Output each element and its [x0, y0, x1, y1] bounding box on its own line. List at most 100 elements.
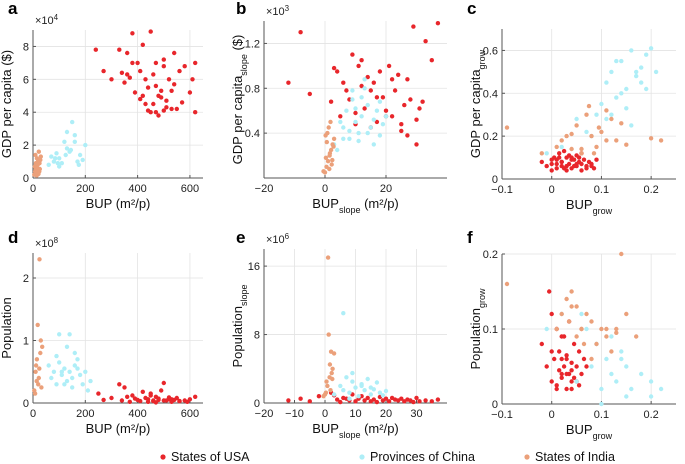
data-point-china	[634, 73, 639, 79]
data-point-usa	[396, 72, 401, 78]
data-point-usa	[307, 91, 312, 97]
data-point-usa	[584, 364, 589, 369]
data-point-usa	[151, 398, 156, 404]
data-point-usa	[161, 380, 166, 386]
data-point-india	[624, 142, 629, 147]
x-tick-label: 200	[76, 408, 94, 420]
data-point-usa	[576, 349, 582, 354]
data-point-china	[614, 95, 619, 100]
data-point-china	[574, 379, 579, 384]
data-point-china	[574, 116, 579, 122]
data-point-usa	[335, 69, 340, 74]
data-point-india	[604, 108, 609, 113]
data-point-china	[579, 311, 584, 317]
data-point-china	[614, 379, 619, 384]
y-tick-label: 0.2	[483, 249, 498, 261]
data-point-india	[329, 370, 334, 376]
data-point-india	[324, 139, 329, 145]
data-point-usa	[182, 63, 187, 69]
data-point-usa	[362, 398, 367, 403]
data-point-china	[362, 388, 367, 393]
data-point-india	[614, 326, 619, 332]
data-point-usa	[151, 101, 156, 107]
data-point-china	[64, 129, 70, 135]
y-axis-label: GDP per capitaslope ($)	[230, 35, 249, 165]
y-axis-label: GDP per capita ($)	[0, 50, 14, 158]
data-point-india	[325, 383, 330, 389]
data-point-india	[323, 155, 329, 160]
data-point-china	[75, 366, 80, 371]
x-tick-label: 0.1	[594, 409, 609, 421]
data-point-usa	[399, 128, 404, 134]
data-point-usa	[161, 63, 166, 69]
data-point-usa	[435, 21, 441, 26]
data-point-usa	[559, 159, 564, 165]
data-point-india	[648, 136, 654, 141]
data-point-usa	[389, 114, 395, 119]
data-point-india	[36, 171, 41, 177]
data-point-usa	[145, 399, 151, 404]
data-point-india	[328, 388, 333, 393]
data-point-usa	[386, 399, 392, 404]
data-point-china	[648, 379, 654, 384]
y-tick-label: 0.4	[245, 128, 260, 140]
data-point-usa	[148, 391, 153, 396]
data-point-china	[359, 114, 364, 119]
data-point-usa	[138, 68, 143, 74]
data-point-china	[341, 388, 346, 393]
data-point-china	[70, 385, 75, 390]
data-point-usa	[414, 142, 419, 147]
data-point-usa	[145, 85, 151, 90]
data-point-india	[619, 121, 624, 126]
data-point-india	[329, 162, 334, 167]
data-point-usa	[109, 77, 114, 82]
data-point-india	[35, 322, 40, 328]
y-tick-label: 0.6	[483, 45, 498, 57]
data-point-china	[347, 136, 352, 141]
data-point-china	[59, 372, 64, 378]
data-point-usa	[569, 368, 574, 373]
data-point-usa	[408, 97, 413, 102]
y-tick-label: 4	[23, 107, 29, 119]
data-point-usa	[581, 356, 587, 362]
data-point-china	[380, 122, 386, 127]
data-point-usa	[374, 95, 380, 100]
data-point-usa	[119, 398, 125, 403]
data-point-usa	[164, 105, 169, 110]
data-point-usa	[130, 393, 135, 398]
y-tick-label: 0	[492, 399, 498, 411]
data-point-china	[80, 382, 85, 387]
data-point-usa	[365, 395, 370, 401]
data-point-usa	[156, 113, 161, 118]
data-point-india	[584, 311, 589, 317]
data-point-china	[648, 46, 654, 51]
data-point-china	[619, 356, 624, 362]
y-tick-label: 8	[254, 330, 260, 342]
data-point-usa	[169, 88, 174, 94]
data-point-usa	[579, 168, 584, 173]
data-point-usa	[371, 397, 376, 402]
data-point-usa	[368, 88, 373, 93]
data-point-usa	[127, 75, 132, 80]
data-point-china	[353, 106, 358, 111]
data-point-usa	[362, 106, 367, 111]
data-point-india	[564, 296, 569, 302]
data-point-usa	[159, 388, 164, 393]
x-tick-label: 20	[380, 183, 392, 195]
data-point-usa	[101, 397, 106, 403]
data-point-usa	[371, 80, 376, 85]
data-point-china	[341, 125, 346, 130]
data-point-china	[55, 161, 60, 166]
data-point-usa	[132, 90, 138, 95]
data-point-china	[371, 142, 376, 147]
data-point-usa	[549, 379, 554, 384]
data-point-usa	[411, 24, 416, 29]
data-point-usa	[359, 83, 364, 89]
data-point-usa	[561, 364, 567, 369]
data-point-china	[380, 393, 386, 398]
data-point-usa	[153, 60, 159, 66]
y-axis-label: GDP per capitagrow	[468, 49, 487, 158]
data-point-usa	[119, 70, 125, 76]
data-point-india	[327, 166, 332, 172]
data-point-india	[331, 144, 336, 149]
